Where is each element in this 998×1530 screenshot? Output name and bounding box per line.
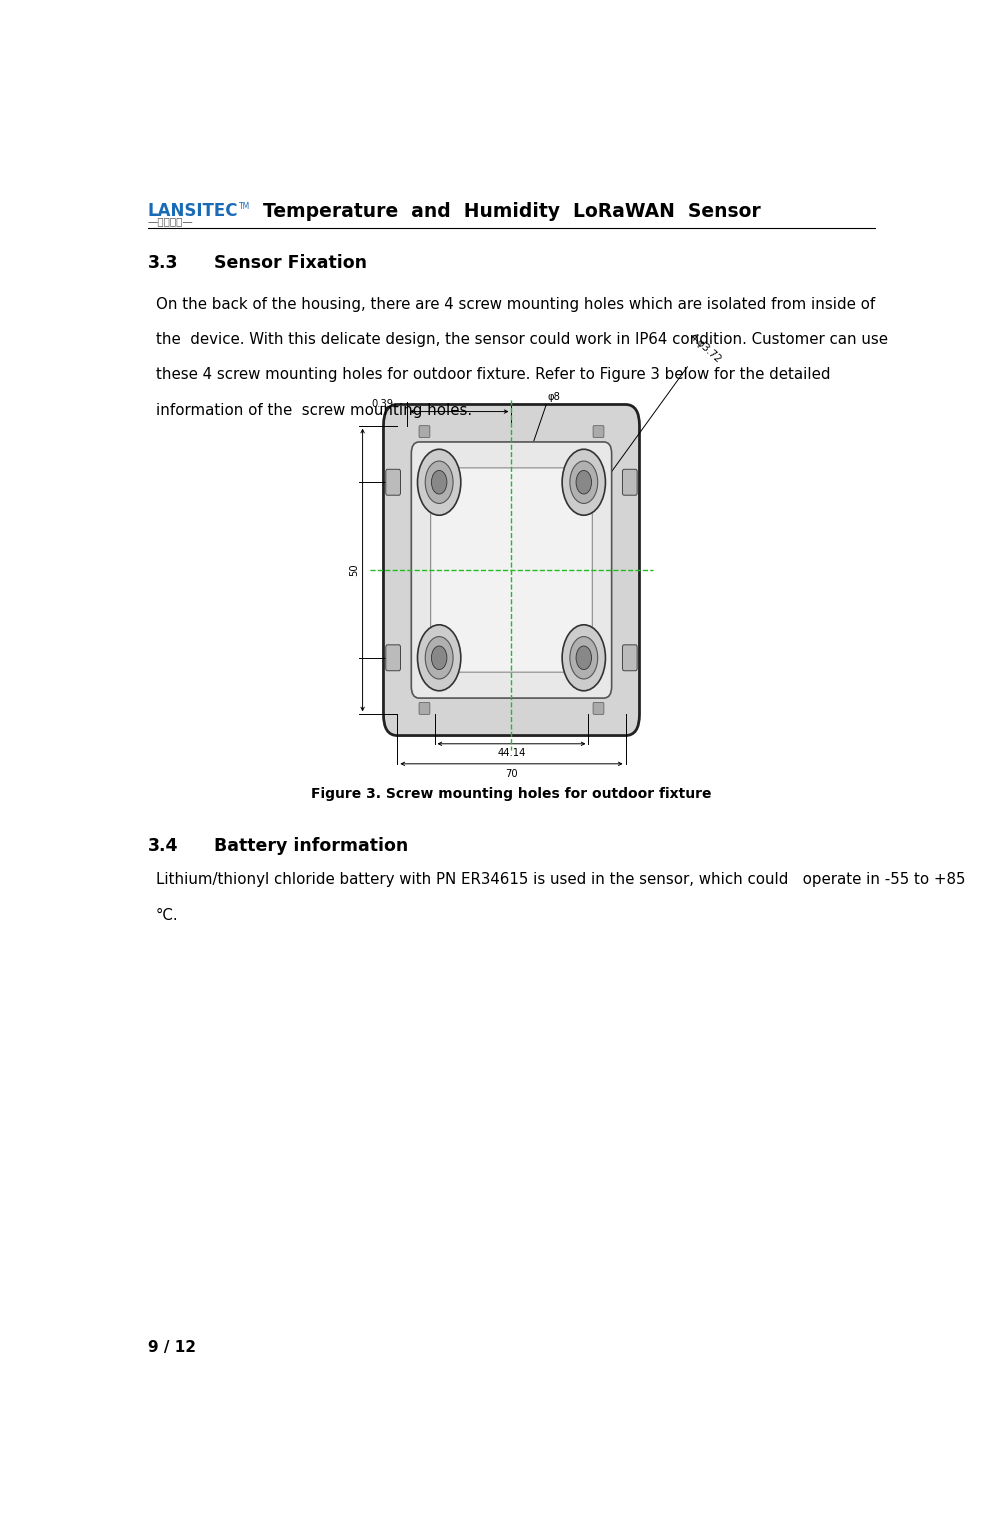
FancyBboxPatch shape [623,470,637,496]
FancyBboxPatch shape [419,702,430,715]
Circle shape [417,624,461,690]
Text: 44.14: 44.14 [497,748,526,759]
Text: 3.4: 3.4 [148,837,179,855]
Text: 55.14: 55.14 [497,488,526,499]
Circle shape [417,450,461,516]
Circle shape [425,461,453,503]
Text: LANSITEC: LANSITEC [148,202,239,220]
Text: On the back of the housing, there are 4 screw mounting holes which are isolated : On the back of the housing, there are 4 … [156,297,875,312]
Text: Lithium/thionyl chloride battery with PN ER34615 is used in the sensor, which co: Lithium/thionyl chloride battery with PN… [156,872,965,887]
FancyBboxPatch shape [419,425,430,438]
Text: 0.39: 0.39 [371,399,393,409]
Circle shape [431,470,447,494]
Circle shape [425,636,453,679]
Text: 9 / 12: 9 / 12 [148,1340,196,1356]
FancyBboxPatch shape [386,644,400,670]
FancyBboxPatch shape [411,442,612,698]
Text: Sensor Fixation: Sensor Fixation [214,254,366,272]
FancyBboxPatch shape [383,404,640,736]
Circle shape [562,450,606,516]
Text: TM: TM [240,202,250,211]
Text: 3.3: 3.3 [148,254,179,272]
FancyBboxPatch shape [386,470,400,496]
Circle shape [576,646,592,670]
Circle shape [576,470,592,494]
Text: the  device. With this delicate design, the sensor could work in IP64 condition.: the device. With this delicate design, t… [156,332,887,347]
Circle shape [431,646,447,670]
Text: °C.: °C. [156,907,179,923]
Text: —深燧蓝天—: —深燧蓝天— [148,217,194,226]
Text: φ8: φ8 [548,392,561,402]
Circle shape [562,624,606,690]
FancyBboxPatch shape [593,425,604,438]
FancyBboxPatch shape [623,644,637,670]
Text: 28.57: 28.57 [525,555,535,584]
FancyBboxPatch shape [431,468,592,672]
Circle shape [570,461,598,503]
Text: Figure 3. Screw mounting holes for outdoor fixture: Figure 3. Screw mounting holes for outdo… [311,788,712,802]
Text: information of the  screw mounting holes.: information of the screw mounting holes. [156,402,472,418]
Circle shape [570,636,598,679]
Text: Temperature  and  Humidity  LoRaWAN  Sensor: Temperature and Humidity LoRaWAN Sensor [262,202,760,222]
FancyBboxPatch shape [593,702,604,715]
Text: Battery information: Battery information [214,837,408,855]
Text: 4-φ3.72: 4-φ3.72 [688,330,723,364]
Text: 70: 70 [505,768,518,779]
Text: these 4 screw mounting holes for outdoor fixture. Refer to Figure 3 below for th: these 4 screw mounting holes for outdoor… [156,367,830,382]
Text: 50: 50 [348,563,358,577]
